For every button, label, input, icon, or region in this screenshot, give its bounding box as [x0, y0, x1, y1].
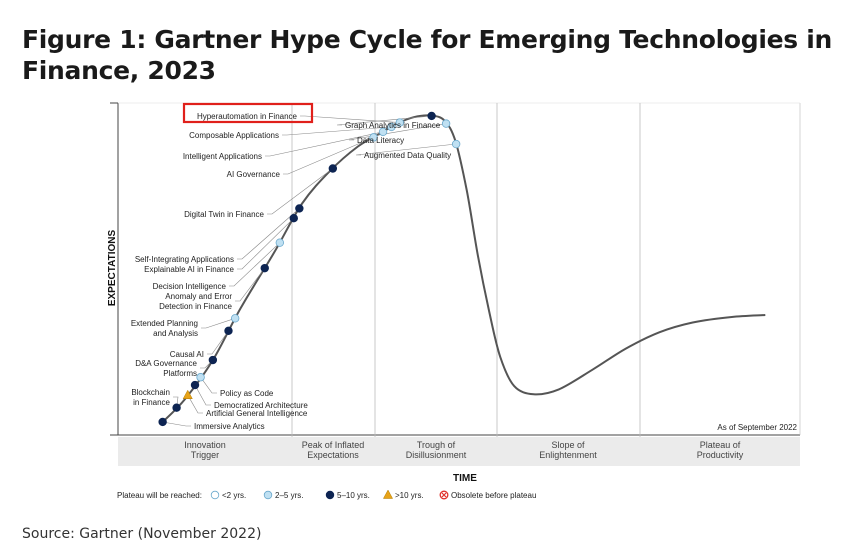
callout-artificial-general-intelligence	[187, 395, 203, 414]
legend-title: Plateau will be reached:	[117, 491, 202, 500]
tech-label-immersive-analytics: Immersive Analytics	[194, 422, 265, 431]
tech-point-extended-planning-and-analysis	[230, 314, 240, 323]
tech-point-democratized-architecture	[190, 380, 200, 390]
tech-point-ai-governance	[369, 133, 378, 142]
callout-data-literacy	[348, 123, 447, 141]
callout-hyperautomation-in-finance	[300, 115, 400, 123]
phase-label-peak-of-inflated-expectations: Peak of Inflated Expectations	[302, 440, 365, 460]
callout-decision-intelligence	[229, 242, 281, 287]
legend-marker-obs	[439, 490, 449, 500]
callout-composable-applications	[282, 126, 392, 136]
tech-point-decision-intelligence	[275, 238, 285, 247]
highlight-box	[182, 102, 314, 124]
legend-label-lt2: <2 yrs.	[222, 491, 246, 500]
tech-label-hyperautomation-in-finance: Hyperautomation in Finance	[197, 112, 298, 121]
technology-labels: Hyperautomation in Finance Composable App…	[131, 112, 451, 431]
phase-labels: Innovation Trigger Peak of Inflated Expecta…	[184, 440, 744, 460]
tech-point-anomaly-and-error-detection-in-finance	[260, 263, 269, 273]
legend-label-5to10: 5–10 yrs.	[337, 491, 370, 500]
tech-label-intelligent-applications: Intelligent Applications	[183, 152, 262, 161]
phase-label-plateau-of-productivity: Plateau of Productivity	[697, 440, 744, 460]
tech-label-ai-governance: AI Governance	[227, 170, 281, 179]
legend-label-obs: Obsolete before plateau	[451, 491, 536, 500]
callout-self-integrating-applications	[237, 208, 300, 260]
callout-digital-twin-in-finance	[267, 168, 333, 215]
tech-point-augmented-data-quality	[451, 139, 461, 149]
tech-point-hyperautomation-in-finance	[395, 118, 404, 127]
phase-band	[118, 437, 800, 466]
tech-label-artificial-general-intelligence: Artificial General Intelligence	[206, 409, 308, 418]
tech-point-composable-applications	[387, 122, 396, 132]
phase-dividers	[291, 103, 641, 466]
callout-extended-planning-and-analysis	[201, 318, 236, 329]
tech-label-causal-ai: Causal AI	[170, 350, 204, 359]
tech-point-causal-ai	[224, 326, 233, 336]
tech-label-democratized-architecture: Democratized Architecture	[214, 401, 308, 410]
phase-label-trough-of-disillusionment: Trough of Disillusionment	[406, 440, 467, 460]
tech-label-digital-twin-in-finance: Digital Twin in Finance	[184, 210, 264, 219]
tech-label-extended-planning-and-analysis: Extended Planning and Analysis	[131, 319, 198, 338]
x-axis-label: TIME	[453, 473, 477, 484]
tech-point-data-literacy	[441, 119, 451, 128]
legend-marker-gt10	[382, 489, 394, 499]
source-note: Source: Gartner (November 2022)	[22, 526, 262, 542]
callout-ai-governance	[283, 137, 374, 175]
technology-points	[158, 111, 461, 427]
tech-point-immersive-analytics	[158, 417, 167, 427]
tech-point-self-integrating-applications	[295, 204, 304, 213]
legend: Plateau will be reached: <2 yrs. 2–5 yrs.…	[117, 489, 536, 500]
legend-marker-5to10	[325, 490, 335, 500]
tech-point-graph-analytics-in-finance	[427, 111, 436, 121]
legend-marker-2to5	[263, 490, 273, 500]
tech-label-policy-as-code: Policy as Code	[220, 389, 274, 398]
phase-label-innovation-trigger: Innovation Trigger	[184, 440, 226, 460]
callout-democratized-architecture	[194, 384, 211, 406]
tech-point-blockchain-in-finance	[172, 403, 181, 412]
tech-label-anomaly-and-error-detection-in-finance: Anomaly and Error Detection in Finance	[159, 292, 232, 311]
callout-explainable-ai-in-finance	[237, 217, 295, 270]
callout-augmented-data-quality	[355, 143, 457, 156]
tech-point-artificial-general-intelligence	[182, 389, 193, 399]
tech-point-explainable-ai-in-finance	[289, 214, 298, 223]
tech-point-digital-twin-in-finance	[328, 164, 338, 173]
tech-label-self-integrating-applications: Self-Integrating Applications	[135, 255, 234, 264]
tech-point-d-a-governance-platforms	[208, 355, 218, 365]
callout-intelligent-applications	[265, 131, 384, 157]
tech-label-blockchain-in-finance: Blockchain in Finance	[131, 388, 170, 407]
callout-causal-ai	[207, 330, 229, 355]
callout-lines	[162, 115, 457, 427]
tech-label-explainable-ai-in-finance: Explainable AI in Finance	[144, 265, 234, 274]
y-axis-label: EXPECTATIONS	[107, 230, 118, 307]
legend-marker-lt2	[210, 490, 220, 500]
callout-policy-as-code	[200, 377, 217, 394]
callout-immersive-analytics	[162, 421, 191, 427]
tech-point-policy-as-code	[196, 373, 205, 382]
tech-label-d-a-governance-platforms: D&A Governance Platforms	[135, 359, 197, 378]
callout-anomaly-and-error-detection-in-finance	[235, 267, 266, 302]
legend-label-gt10: >10 yrs.	[395, 491, 424, 500]
tech-label-decision-intelligence: Decision Intelligence	[153, 282, 227, 291]
page-title: Figure 1: Gartner Hype Cycle for Emergin…	[22, 25, 833, 85]
tech-label-graph-analytics-in-finance: Graph Analytics in Finance	[345, 121, 441, 130]
tech-label-composable-applications: Composable Applications	[189, 131, 279, 140]
tech-label-augmented-data-quality: Augmented Data Quality	[364, 151, 451, 160]
as-of-label: As of September 2022	[717, 423, 797, 432]
hype-curve	[161, 114, 766, 423]
tech-label-data-literacy: Data Literacy	[357, 136, 404, 145]
legend-label-2to5: 2–5 yrs.	[275, 491, 303, 500]
tech-point-intelligent-applications	[378, 127, 388, 137]
phase-label-slope-of-enlightenment: Slope of Enlightenment	[539, 440, 597, 460]
